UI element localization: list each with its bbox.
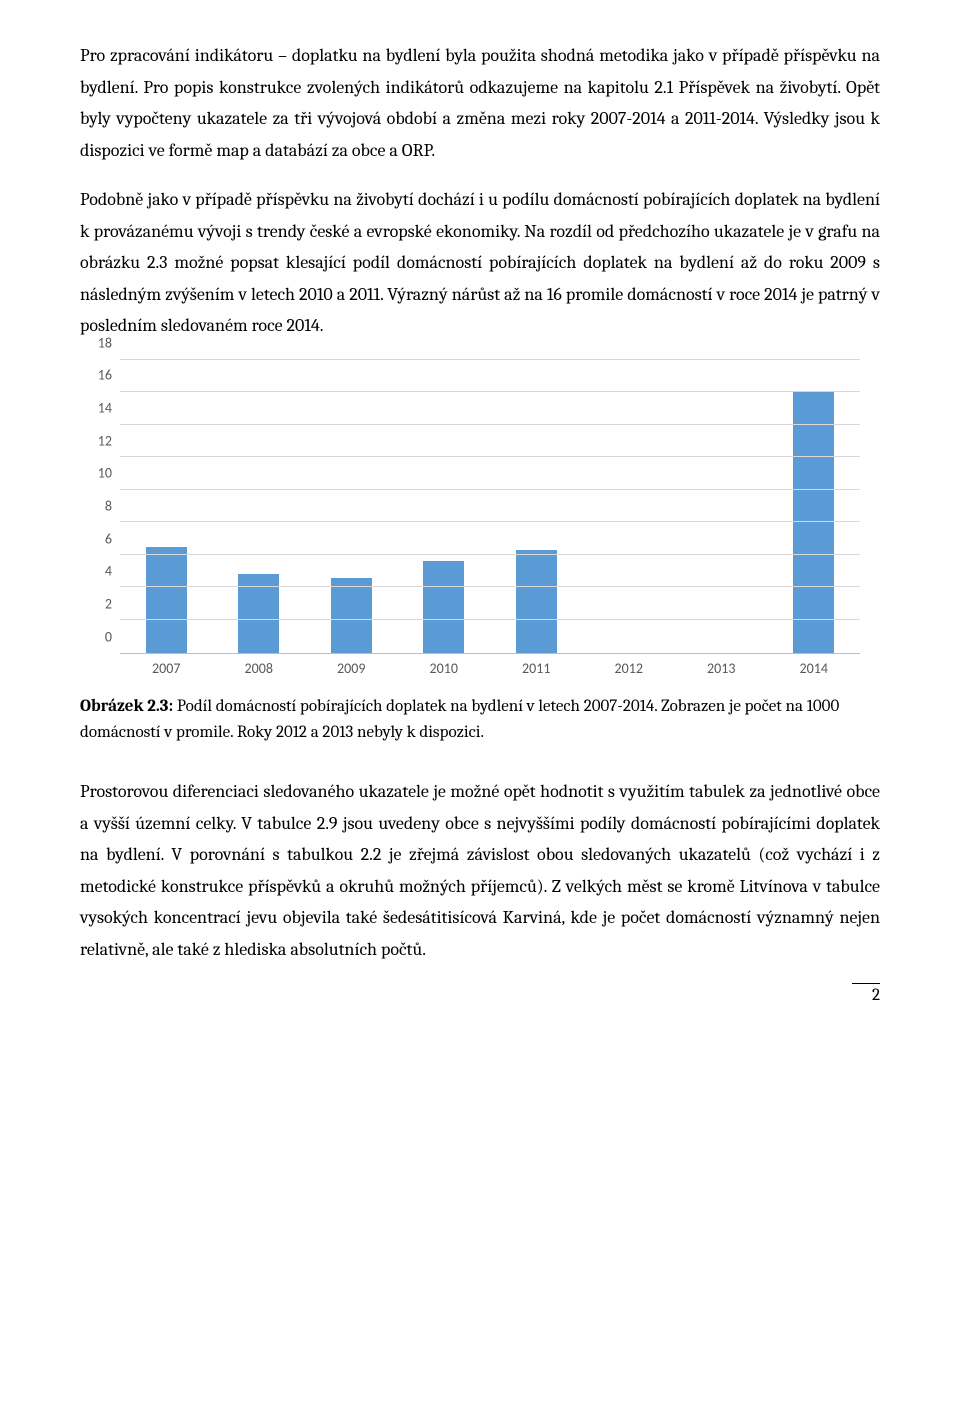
- gridline: [120, 391, 860, 392]
- bar-slot: [213, 360, 306, 653]
- paragraph-1: Pro zpracování indikátoru – doplatku na …: [80, 40, 880, 166]
- caption-text: Podíl domácností pobírajících doplatek n…: [80, 697, 839, 742]
- bar-slot: [398, 360, 491, 653]
- chart-container: 024681012141618 200720082009201020112012…: [80, 360, 880, 680]
- bar-slot: [583, 360, 676, 653]
- gridline: [120, 554, 860, 555]
- x-tick-label: 2010: [398, 658, 491, 680]
- x-tick-label: 2009: [305, 658, 398, 680]
- x-tick-label: 2013: [675, 658, 768, 680]
- plot-area: [120, 360, 860, 654]
- bars-group: [120, 360, 860, 653]
- y-tick-label: 2: [105, 595, 112, 612]
- y-axis-labels: 024681012141618: [90, 360, 116, 654]
- paragraph-2: Podobně jako v případě příspěvku na živo…: [80, 184, 880, 342]
- bar-chart: 024681012141618 200720082009201020112012…: [90, 360, 870, 680]
- x-tick-label: 2014: [768, 658, 861, 680]
- bar: [516, 550, 557, 653]
- bar: [793, 392, 834, 652]
- bar: [331, 578, 372, 653]
- bar: [423, 561, 464, 652]
- bar-slot: [768, 360, 861, 653]
- bar: [146, 547, 187, 653]
- y-tick-label: 0: [105, 628, 112, 645]
- bar-slot: [490, 360, 583, 653]
- x-tick-label: 2008: [213, 658, 306, 680]
- y-tick-label: 12: [98, 432, 112, 449]
- page: Pro zpracování indikátoru – doplatku na …: [0, 0, 960, 1035]
- bar-slot: [675, 360, 768, 653]
- gridline: [120, 619, 860, 620]
- page-number: 2: [852, 983, 880, 1005]
- y-tick-label: 14: [98, 399, 112, 416]
- caption-label: Obrázek 2.3:: [80, 697, 173, 716]
- x-tick-label: 2012: [583, 658, 676, 680]
- bar-slot: [305, 360, 398, 653]
- gridline: [120, 586, 860, 587]
- y-tick-label: 10: [98, 465, 112, 482]
- bar-slot: [120, 360, 213, 653]
- y-tick-label: 16: [98, 367, 112, 384]
- y-tick-label: 8: [105, 497, 112, 514]
- gridline: [120, 489, 860, 490]
- gridline: [120, 521, 860, 522]
- x-axis-labels: 20072008200920102011201220132014: [120, 658, 860, 680]
- y-tick-label: 6: [105, 530, 112, 547]
- y-tick-label: 4: [105, 563, 112, 580]
- gridline: [120, 456, 860, 457]
- gridline: [120, 359, 860, 360]
- figure-caption: Obrázek 2.3: Podíl domácností pobírající…: [80, 694, 880, 747]
- gridline: [120, 424, 860, 425]
- x-tick-label: 2011: [490, 658, 583, 680]
- paragraph-3: Prostorovou diferenciaci sledovaného uka…: [80, 776, 880, 965]
- x-tick-label: 2007: [120, 658, 213, 680]
- y-tick-label: 18: [98, 334, 112, 351]
